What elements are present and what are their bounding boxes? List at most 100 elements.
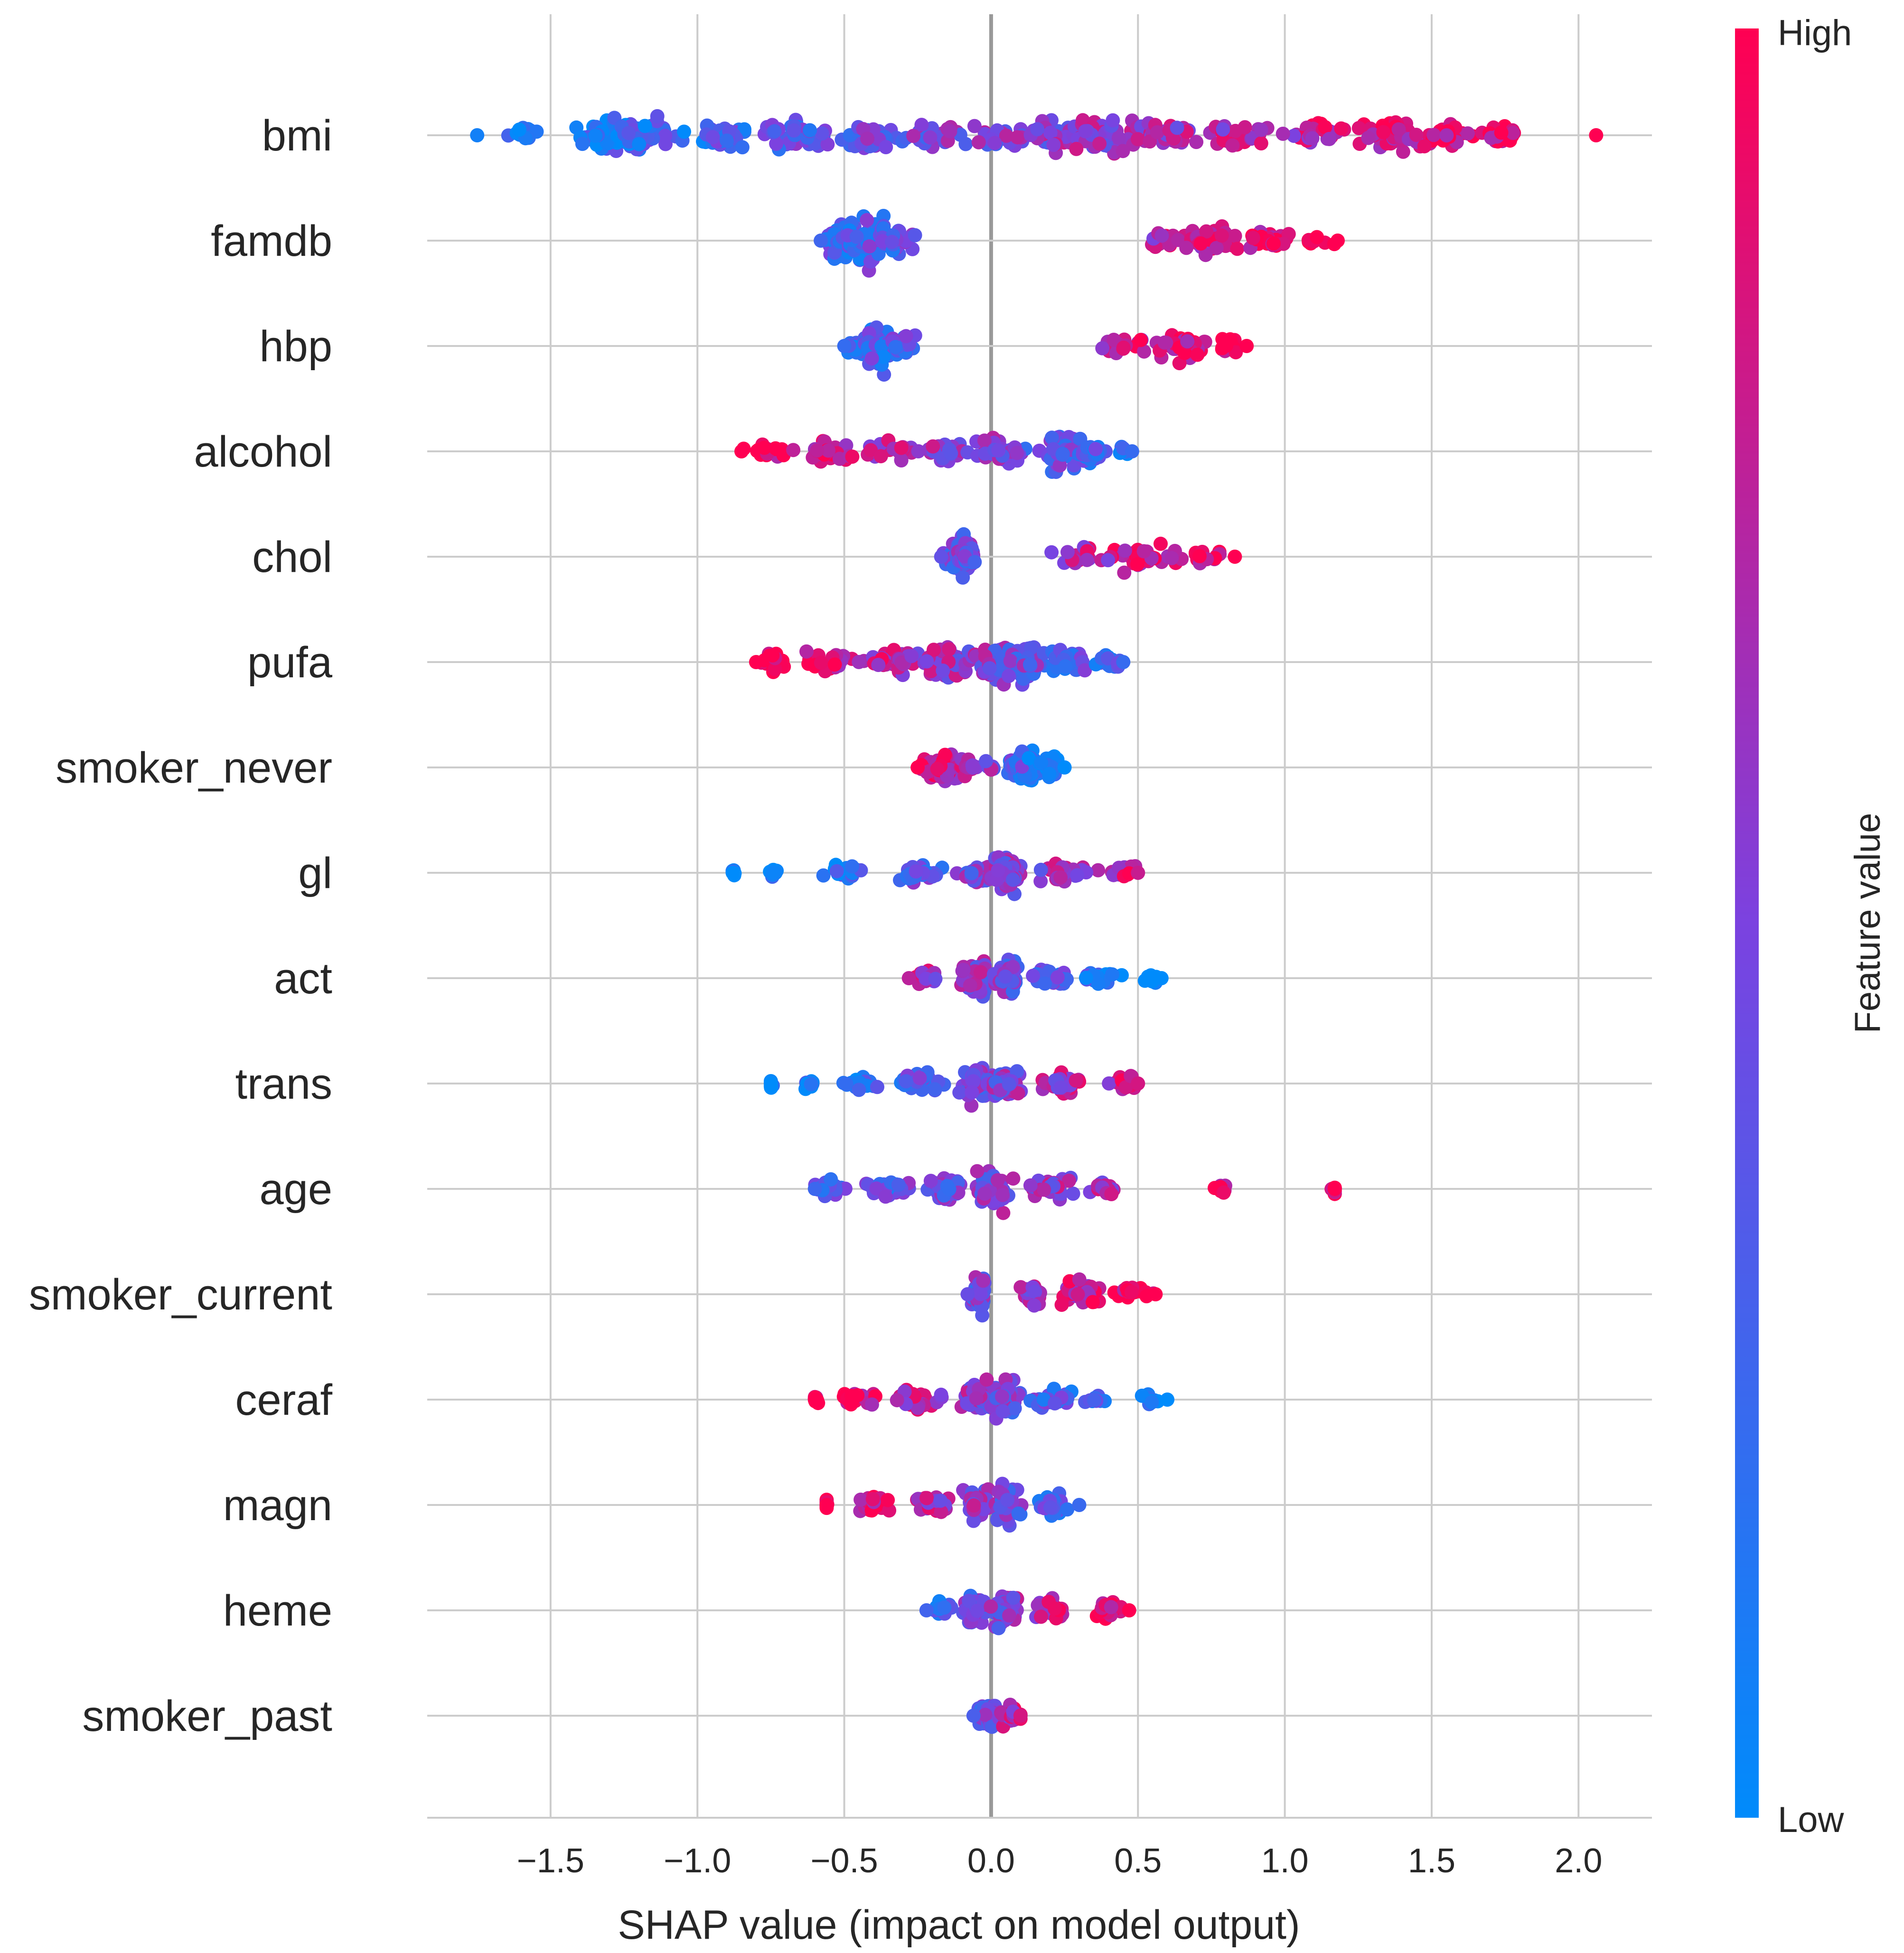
feature-label-famdb: famdb [211,217,332,265]
shap-point-bmi [1046,138,1061,152]
shap-point-alcohol [977,433,992,448]
x-axis: −1.5 −1.0 −0.5 0.0 0.5 1.0 1.5 2.0 [427,1817,1652,1880]
shap-point-bmi [1361,131,1376,145]
shap-point-hbp [864,351,879,366]
shap-point-gl [1091,863,1106,878]
colorbar: High Low Feature value [1735,13,1888,1840]
shap-point-famdb [1266,236,1281,251]
shap-point-heme [984,1599,998,1614]
shap-point-act [1154,971,1169,985]
shap-point-bmi [1043,125,1058,140]
shap-point-hbp [1137,344,1152,359]
shap-point-bmi [1130,132,1145,147]
shap-point-famdb [1198,248,1213,262]
shap-point-act [928,972,943,986]
shap-point-famdb [1214,228,1229,243]
shap-point-famdb [860,213,874,227]
shap-point-chol [1154,536,1168,551]
shap-point-bmi [1254,136,1268,150]
shap-point-chol [1192,549,1207,563]
shap-point-smoker_never [938,748,952,762]
shap-point-ceraf [1160,1392,1175,1407]
shap-point-age [970,1164,985,1178]
shap-point-alcohol [1088,442,1103,457]
shap-point-pufa [942,642,957,656]
shap-point-bmi [621,126,636,140]
shap-point-alcohol [991,443,1006,458]
shap-point-famdb [1199,224,1214,239]
shap-point-chol [956,570,970,585]
shap-point-chol [1079,552,1094,567]
shap-point-bmi [1376,125,1391,140]
shap-point-gl [1006,872,1020,887]
shap-point-bmi [1069,141,1084,156]
shap-point-bmi [1322,131,1337,146]
shap-point-age [942,1182,957,1196]
shap-point-bmi [1439,128,1454,143]
shap-point-pufa [768,662,782,676]
shap-point-bmi [632,137,647,151]
shap-point-smoker_never [966,760,980,775]
shap-point-famdb [885,234,900,249]
shap-point-smoker_current [1070,1287,1085,1302]
shap-point-pufa [936,663,950,678]
shap-point-gl [1131,866,1145,880]
x-tick-label: −1.0 [664,1842,731,1880]
shap-point-pufa [852,654,866,669]
shap-point-act [973,965,988,980]
feature-label-chol: chol [252,533,332,581]
shap-point-chol [1101,553,1116,568]
shap-point-heme [991,1621,1006,1635]
shap-point-bmi [658,129,673,143]
shap-point-smoker_never [979,754,993,768]
shap-point-famdb [1310,230,1324,244]
shap-point-magn [1072,1498,1087,1512]
shap-point-smoker_current [976,1273,991,1288]
shap-point-age [977,1187,992,1201]
shap-point-heme [937,1600,952,1615]
shap-point-heme [1122,1603,1136,1617]
shap-point-age [807,1182,822,1196]
shap-point-bmi [650,109,665,123]
shap-point-age [1023,1178,1038,1193]
feature-label-trans: trans [235,1060,332,1108]
shap-point-alcohol [821,443,835,458]
shap-point-trans [1002,1077,1016,1092]
shap-point-smoker_current [960,1287,975,1301]
shap-point-heme [970,1604,985,1618]
shap-point-hbp [1180,334,1195,349]
shap-point-bmi [943,124,957,139]
shap-point-smoker_current [1148,1287,1163,1301]
shap-point-age [1327,1182,1342,1196]
shap-point-hbp [1107,333,1121,347]
shap-point-hbp [899,329,913,344]
shap-point-bmi [1092,136,1107,151]
shap-point-bmi [575,137,590,151]
shap-point-gl [725,866,740,880]
shap-point-magn [1000,1493,1015,1507]
shap-point-bmi [1030,122,1045,137]
x-tick-label: 1.0 [1261,1842,1309,1880]
shap-point-bmi [1286,129,1301,143]
shap-point-heme [1034,1609,1048,1624]
shap-point-act [998,969,1013,984]
shap-point-smoker_never [1042,766,1057,781]
shap-point-hbp [1219,336,1233,350]
shap-point-ceraf [995,1404,1010,1419]
shap-point-bmi [1106,113,1120,128]
shap-point-bmi [815,126,829,141]
shap-point-pufa [1078,663,1092,678]
shap-point-bmi [1111,131,1126,145]
shap-point-bmi [1010,130,1025,145]
feature-label-smoker_current: smoker_current [29,1271,332,1319]
shap-point-bmi [735,140,750,155]
shap-point-act [963,978,977,993]
shap-point-ceraf [890,1393,904,1408]
shap-point-bmi [1238,120,1252,135]
shap-point-trans [965,1085,979,1100]
shap-point-bmi [705,130,720,144]
shap-point-alcohol [894,453,909,467]
shap-point-act [1141,970,1155,984]
shap-point-alcohol [786,443,801,458]
shap-point-ceraf [979,1372,994,1387]
